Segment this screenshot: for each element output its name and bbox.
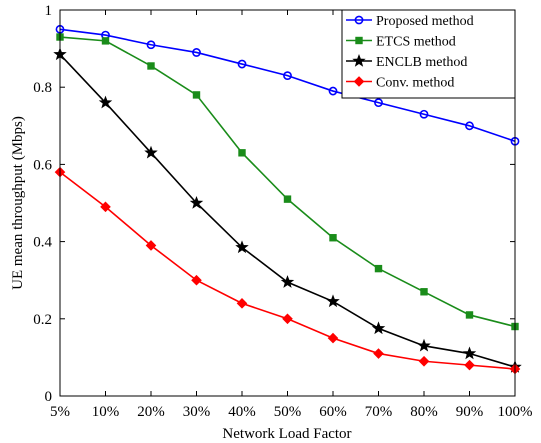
data-point xyxy=(328,86,338,96)
y-axis-label: UE mean throughput (Mbps) xyxy=(10,116,26,290)
data-point xyxy=(192,91,201,99)
data-point xyxy=(327,332,339,344)
x-tick-label: 100% xyxy=(498,404,533,420)
y-tick-label: 0.4 xyxy=(33,235,52,251)
data-point xyxy=(237,59,247,69)
data-point xyxy=(283,71,292,81)
data-point xyxy=(371,321,386,335)
data-point xyxy=(373,348,384,359)
data-point xyxy=(101,37,110,45)
data-point xyxy=(147,62,155,70)
legend-swatch-marker xyxy=(355,36,363,45)
x-tick-label: 90% xyxy=(456,404,484,420)
data-point xyxy=(419,109,429,119)
data-point xyxy=(417,338,431,352)
data-point xyxy=(189,195,204,209)
data-point xyxy=(464,359,475,371)
legend-label: Proposed method xyxy=(376,14,474,29)
data-point xyxy=(420,288,428,296)
data-point xyxy=(98,95,113,109)
data-point xyxy=(282,313,293,325)
series-0 xyxy=(55,24,520,146)
series-line xyxy=(59,28,516,142)
y-tick-label: 0.2 xyxy=(33,312,52,328)
series-3 xyxy=(54,166,521,375)
legend-entry: ENCLB method xyxy=(346,53,467,70)
legend-swatch-marker xyxy=(354,15,364,25)
data-point xyxy=(374,264,383,273)
x-tick-label: 40% xyxy=(228,404,256,420)
legend-swatch-marker xyxy=(352,53,366,67)
chart-marks xyxy=(53,24,522,375)
x-tick-label: 30% xyxy=(183,404,211,420)
legend-label: ETCS method xyxy=(376,35,456,50)
legend-box xyxy=(341,9,516,99)
data-point xyxy=(236,298,248,309)
y-tick-label: 0.8 xyxy=(33,80,52,96)
x-tick-label: 5% xyxy=(50,404,70,420)
legend-swatch-marker xyxy=(353,76,365,87)
data-point xyxy=(144,145,158,159)
legend-entry: Conv. method xyxy=(346,76,454,91)
data-point xyxy=(462,346,477,360)
data-point xyxy=(465,311,474,319)
x-tick-label: 20% xyxy=(137,404,165,420)
legend: Proposed method ETCS method ENCLB method Co… xyxy=(341,9,516,99)
x-tick-label: 80% xyxy=(410,404,438,420)
data-point xyxy=(280,275,295,288)
data-point xyxy=(238,149,246,157)
x-axis-label: Network Load Factor xyxy=(222,426,351,442)
data-point xyxy=(374,98,383,108)
legend-label: ENCLB method xyxy=(376,55,467,70)
data-point xyxy=(146,40,156,50)
data-point xyxy=(235,240,249,254)
data-point xyxy=(465,121,474,131)
y-tick-label: 0.6 xyxy=(33,157,52,173)
legend-entry: ETCS method xyxy=(346,35,456,50)
x-tick-label: 70% xyxy=(365,404,393,420)
legend-entry: Proposed method xyxy=(346,14,474,29)
data-point xyxy=(329,234,337,242)
x-tick-label: 50% xyxy=(274,404,302,420)
legend-label: Conv. method xyxy=(376,76,454,91)
data-point xyxy=(326,294,340,308)
y-tick-label: 0 xyxy=(45,389,53,405)
x-tick-label: 60% xyxy=(319,404,347,420)
data-point xyxy=(418,355,430,367)
data-point xyxy=(191,274,202,286)
data-point xyxy=(145,240,157,251)
y-tick-label: 1 xyxy=(45,3,53,19)
data-point xyxy=(192,48,201,57)
data-point xyxy=(100,201,111,213)
x-tick-label: 10% xyxy=(92,404,120,420)
data-point xyxy=(283,195,292,203)
